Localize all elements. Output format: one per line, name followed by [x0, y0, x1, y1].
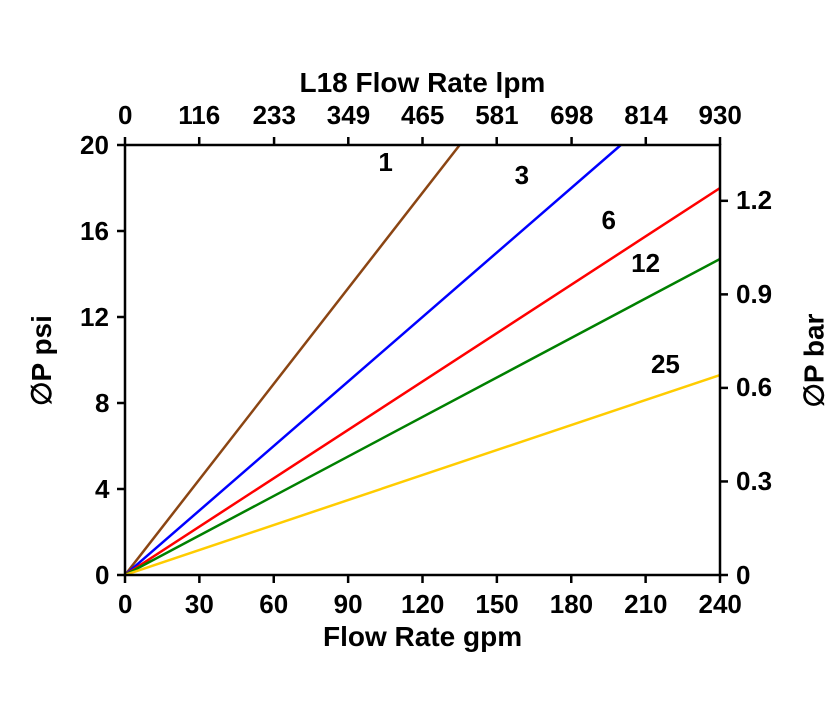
x-top-tick: 116 — [178, 100, 220, 131]
y-right-tick: 0.9 — [736, 279, 772, 310]
x-bottom-tick: 0 — [118, 589, 132, 620]
chart-stage: { "canvas": { "width": 836, "height": 70… — [0, 0, 836, 702]
y-right-tick: 1.2 — [736, 185, 772, 216]
x-top-tick: 349 — [327, 100, 370, 131]
y-left-tick: 4 — [95, 474, 109, 505]
y-left-tick: 20 — [80, 130, 109, 161]
x-top-tick: 0 — [118, 100, 132, 131]
x-top-axis-title: L18 Flow Rate lpm — [300, 67, 546, 99]
y-left-axis-title: ∅P psi — [24, 315, 57, 406]
x-top-tick: 814 — [624, 100, 667, 131]
x-bottom-tick: 150 — [475, 589, 518, 620]
y-left-tick: 16 — [80, 216, 109, 247]
x-bottom-tick: 240 — [699, 589, 742, 620]
x-bottom-tick: 30 — [185, 589, 214, 620]
y-right-tick: 0.6 — [736, 372, 772, 403]
x-top-tick: 581 — [475, 100, 518, 131]
series-label-3: 3 — [515, 160, 529, 191]
x-top-tick: 233 — [253, 100, 296, 131]
series-label-1: 1 — [378, 147, 392, 178]
x-top-tick: 930 — [699, 100, 742, 131]
x-bottom-axis-title: Flow Rate gpm — [323, 621, 522, 653]
x-bottom-tick: 210 — [624, 589, 667, 620]
x-bottom-tick: 120 — [401, 589, 444, 620]
x-bottom-tick: 90 — [334, 589, 363, 620]
x-bottom-tick: 60 — [259, 589, 288, 620]
series-label-12: 12 — [631, 248, 660, 279]
y-left-tick: 0 — [95, 560, 109, 591]
x-top-tick: 698 — [550, 100, 593, 131]
series-label-6: 6 — [601, 205, 615, 236]
y-left-tick: 8 — [95, 388, 109, 419]
y-right-axis-title: ∅P bar — [797, 313, 830, 407]
x-top-tick: 465 — [401, 100, 444, 131]
y-right-tick: 0.3 — [736, 466, 772, 497]
x-bottom-tick: 180 — [550, 589, 593, 620]
y-right-tick: 0 — [736, 560, 750, 591]
series-label-25: 25 — [651, 349, 680, 380]
y-left-tick: 12 — [80, 302, 109, 333]
